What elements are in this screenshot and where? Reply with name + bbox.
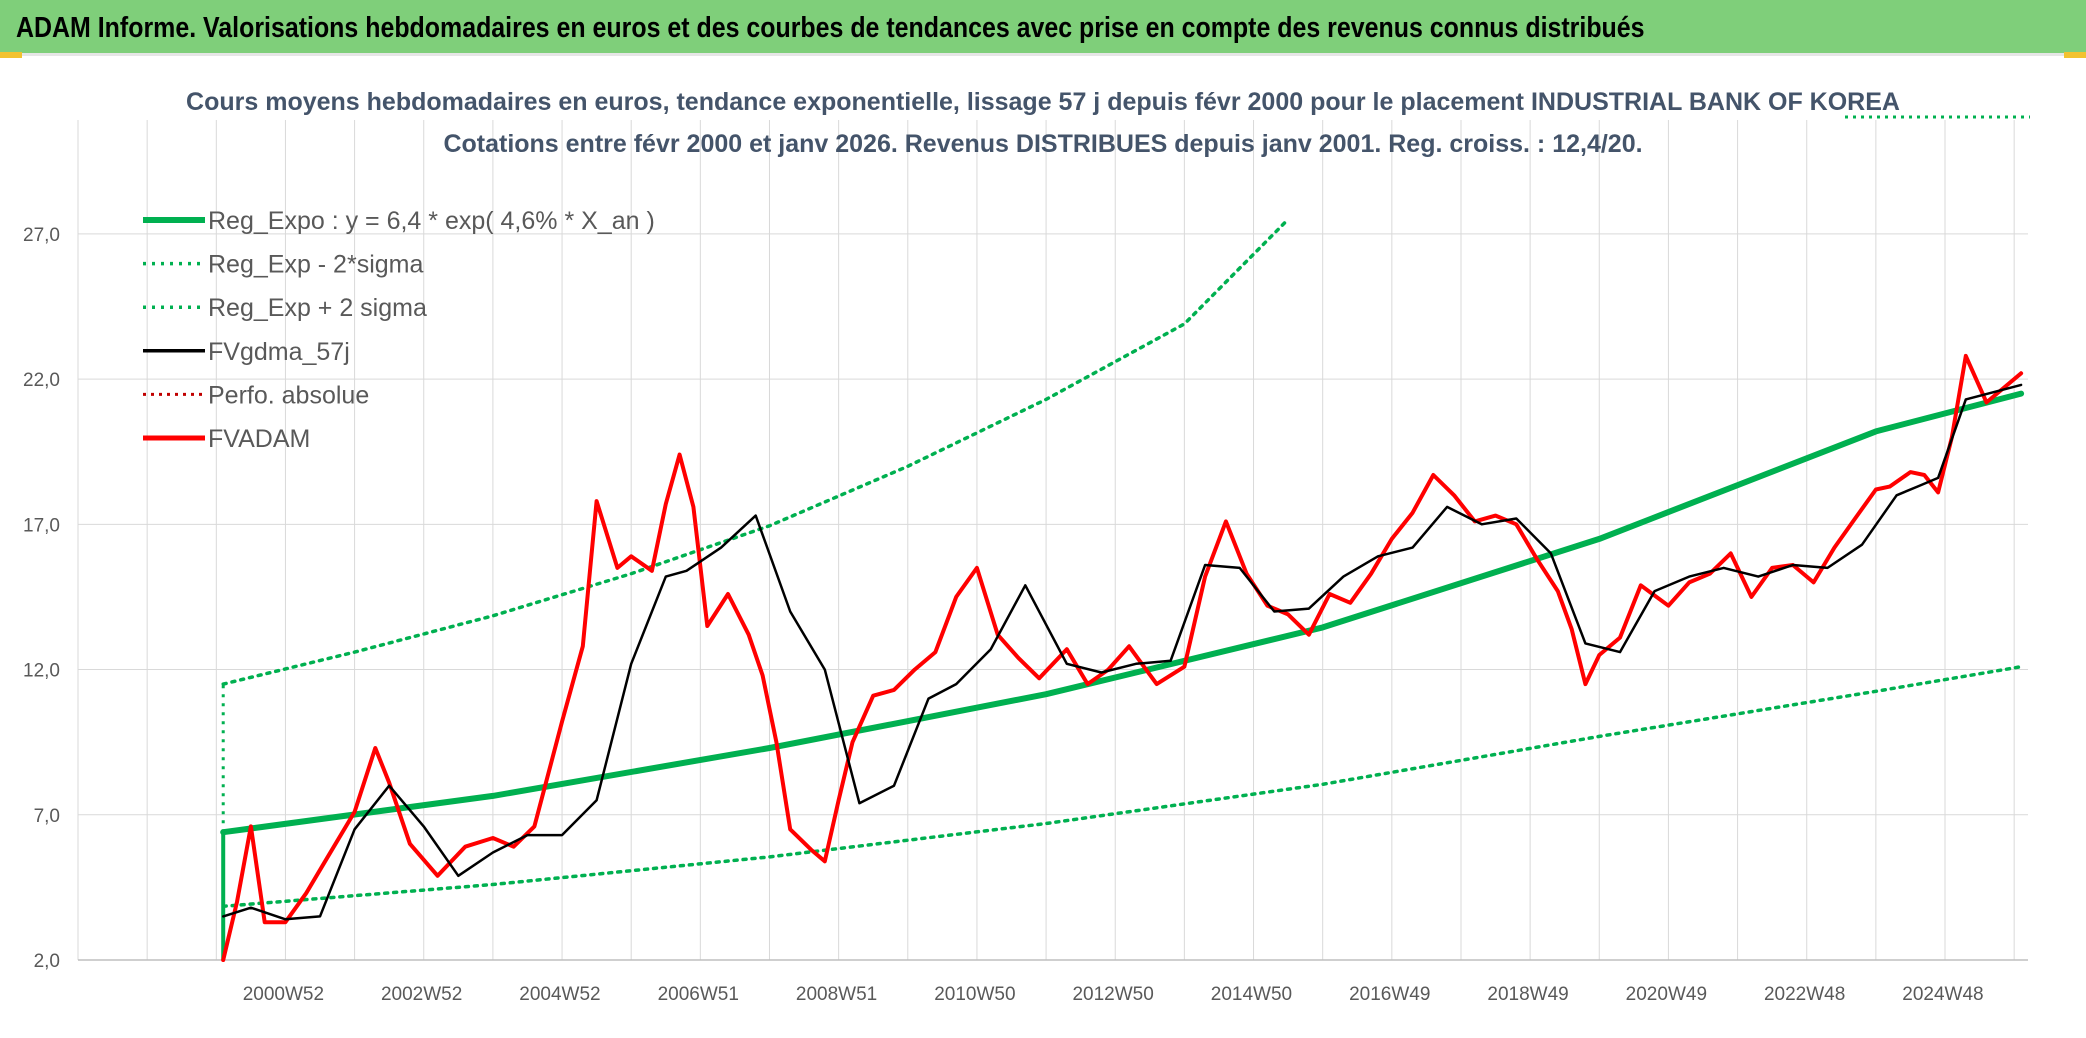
grid-lines	[77, 120, 2028, 961]
legend-label: Perfo. absolue	[208, 381, 369, 409]
chart-subtitle: Cotations entre févr 2000 et janv 2026. …	[443, 130, 1642, 158]
x-tick-label: 2016W49	[1349, 984, 1430, 1005]
x-tick-label: 2008W51	[796, 984, 877, 1005]
legend-label: FVgdma_57j	[208, 338, 350, 366]
header-bar: ADAM Informe. Valorisations hebdomadaire…	[0, 0, 2086, 56]
x-tick-label: 2006W51	[658, 984, 739, 1005]
legend-label: Reg_Exp - 2*sigma	[208, 251, 423, 279]
fvgdma-57j-line	[221, 383, 2023, 921]
legend-label: Reg_Exp + 2 sigma	[208, 294, 427, 322]
x-tick-label: 2000W52	[243, 984, 324, 1005]
x-tick-label: 2014W50	[1211, 984, 1292, 1005]
y-tick-label: 22,0	[23, 370, 60, 391]
x-tick-label: 2002W52	[381, 984, 462, 1005]
y-tick-label: 12,0	[23, 661, 60, 682]
y-tick-label: 2,0	[34, 951, 60, 972]
x-tick-label: 2012W50	[1072, 984, 1153, 1005]
legend: Reg_Expo : y = 6,4 * exp( 4,6% * X_an ) R…	[143, 207, 655, 453]
legend-label: Reg_Expo : y = 6,4 * exp( 4,6% * X_an )	[208, 207, 655, 235]
y-tick-label: 17,0	[23, 515, 60, 536]
fvadam-line	[221, 353, 2024, 962]
chart-title: Cours moyens hebdomadaires en euros, ten…	[186, 88, 1900, 116]
corner-accent-right	[2064, 52, 2086, 58]
y-tick-label: 27,0	[23, 225, 60, 246]
axes: 27,0 22,0 17,0 12,0 7,0 2,0 2000W52 2002W52 2004…	[23, 225, 2028, 1005]
x-tick-label: 2024W48	[1902, 984, 1983, 1005]
page-title: ADAM Informe. Valorisations hebdomadaire…	[16, 12, 1645, 44]
x-tick-label: 2004W52	[519, 984, 600, 1005]
series-lines	[220, 217, 2025, 962]
y-tick-label: 7,0	[34, 806, 60, 827]
x-tick-label: 2018W49	[1487, 984, 1568, 1005]
legend-label: FVADAM	[208, 425, 310, 453]
x-tick-label: 2020W49	[1626, 984, 1707, 1005]
x-tick-label: 2010W50	[934, 984, 1015, 1005]
corner-accent-left	[0, 52, 22, 58]
reg-exp-plus-2sigma-line	[221, 217, 1290, 686]
x-tick-label: 2022W48	[1764, 984, 1845, 1005]
reg-exp-minus-2sigma-line	[221, 664, 2023, 909]
